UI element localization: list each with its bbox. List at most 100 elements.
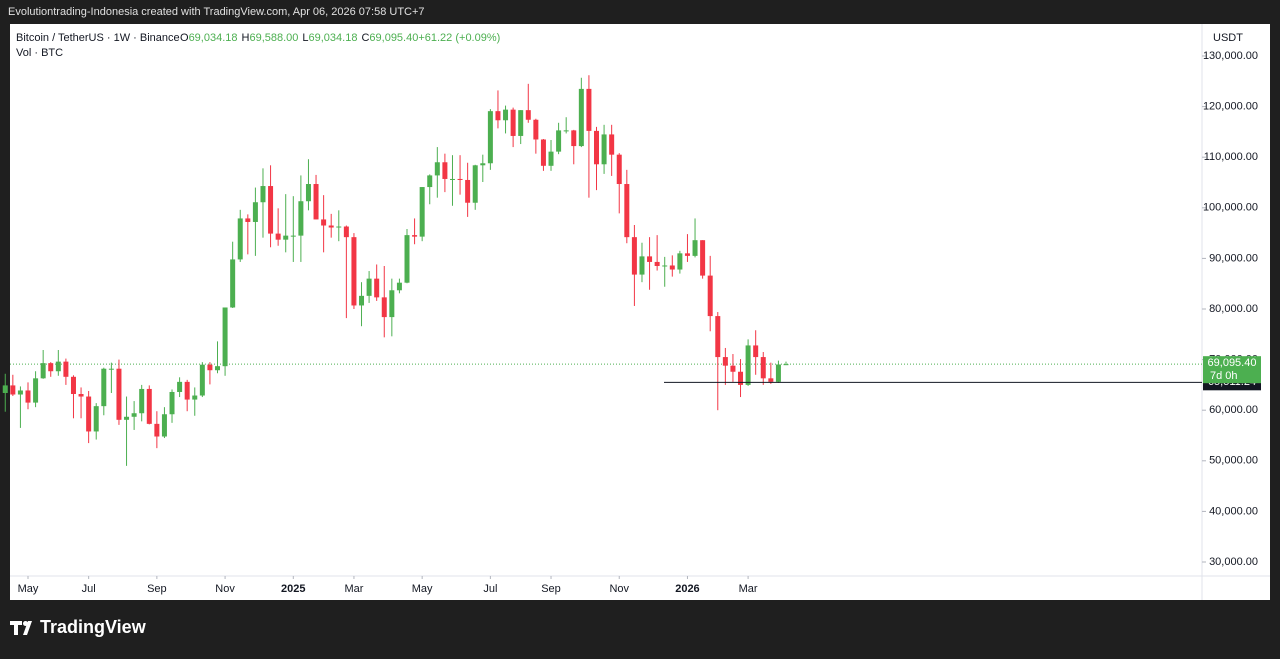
candle-body [161, 414, 167, 437]
candle-body [396, 282, 402, 291]
candle-body [525, 110, 531, 120]
candle-body [245, 218, 251, 222]
candle-body [677, 253, 683, 270]
candle-body [366, 278, 372, 296]
candle-body [237, 218, 243, 260]
candle-body [351, 237, 357, 306]
candle-body [124, 416, 130, 420]
candle-body [768, 378, 774, 382]
candle-body [753, 345, 759, 358]
candle-body [419, 187, 425, 237]
x-tick-label: Sep [541, 583, 561, 595]
candle-body [480, 163, 486, 166]
candle-body [169, 391, 175, 415]
candle-body [33, 378, 39, 403]
candle-body [722, 357, 728, 366]
y-tick-label: 60,000.00 [1209, 404, 1258, 416]
candle-body [328, 225, 334, 228]
candle-body [775, 364, 781, 382]
y-tick-label: 100,000.00 [1203, 202, 1258, 214]
candle-body [487, 111, 493, 164]
candle-body [63, 361, 69, 377]
candle-body [624, 184, 630, 238]
ohlc-key: H [242, 32, 250, 44]
candle-body [563, 130, 569, 132]
candle-body [298, 201, 304, 236]
x-tick-label: Sep [147, 583, 167, 595]
candle-body [616, 154, 622, 185]
x-tick-label: Jul [483, 583, 497, 595]
candle-body [601, 134, 607, 165]
y-tick-label: 50,000.00 [1209, 455, 1258, 467]
logo-dot [23, 621, 28, 626]
candle-body [404, 235, 410, 283]
x-tick-label: May [18, 583, 39, 595]
ohlc-value: 69,588.00 [249, 32, 298, 44]
ohlc-value: 69,034.18 [189, 32, 238, 44]
x-tick-label: Nov [215, 583, 235, 595]
last-price-tag [1203, 356, 1261, 384]
candle-body [389, 290, 395, 318]
candle-body [275, 233, 281, 240]
candle-body [17, 390, 23, 395]
candle-body [55, 361, 61, 372]
candle-body [40, 363, 46, 379]
candle-body [631, 237, 637, 275]
candle-body [290, 235, 296, 237]
y-tick-label: 90,000.00 [1209, 252, 1258, 264]
y-tick-label: 130,000.00 [1203, 50, 1258, 62]
ohlc-value: 69,034.18 [309, 32, 358, 44]
candle-body [184, 381, 190, 400]
candle-body [25, 390, 31, 403]
volume-legend: Vol · BTC [16, 47, 63, 59]
ohlc-key: L [302, 32, 308, 44]
y-tick-label: 110,000.00 [1204, 151, 1258, 163]
x-tick-label: 2025 [281, 583, 305, 595]
candle-body [707, 275, 713, 317]
currency-label: USDT [1213, 32, 1243, 44]
brand-logo [10, 621, 32, 635]
candle-body [533, 119, 539, 140]
chart-title: Bitcoin / TetherUS · 1W · Binance [16, 32, 180, 44]
countdown-label: 7d 0h [1210, 370, 1238, 382]
candle-body [654, 261, 660, 266]
candle-body [139, 388, 145, 414]
candle-body [578, 88, 584, 147]
candle-body [86, 396, 92, 432]
y-tick-label: 30,000.00 [1209, 556, 1258, 568]
candle-body [215, 366, 220, 371]
ohlc-value: 69,095.40 [369, 32, 418, 44]
candle-body [548, 151, 554, 166]
candle-body [336, 226, 342, 228]
candle-body [78, 394, 84, 397]
y-tick-label: 120,000.00 [1203, 101, 1258, 113]
candle-body [503, 109, 509, 121]
candle-body [609, 134, 615, 155]
candle-body [571, 130, 577, 147]
candle-body [518, 110, 524, 136]
candle-body [343, 226, 349, 238]
candle-body [510, 109, 516, 136]
candle-body [745, 345, 751, 385]
ohlc-key: O [180, 32, 189, 44]
candle-body [669, 265, 675, 270]
candle-body [48, 363, 54, 372]
candle-body [359, 295, 365, 306]
candle-body [715, 316, 721, 358]
candle-body [692, 240, 698, 256]
candle-body [321, 219, 327, 226]
candle-body [457, 178, 463, 180]
candle-body [783, 364, 789, 366]
x-tick-label: May [412, 583, 433, 595]
logo-mark [10, 621, 32, 635]
candle-body [252, 202, 258, 222]
candle-body [260, 186, 266, 203]
candle-body [283, 235, 289, 240]
candle-body [730, 365, 736, 372]
candle-body [495, 111, 501, 121]
x-tick-label: Mar [739, 583, 758, 595]
caption: Evolutiontrading-Indonesia created with … [8, 6, 425, 18]
candle-body [108, 368, 114, 370]
candle-body [199, 364, 205, 396]
